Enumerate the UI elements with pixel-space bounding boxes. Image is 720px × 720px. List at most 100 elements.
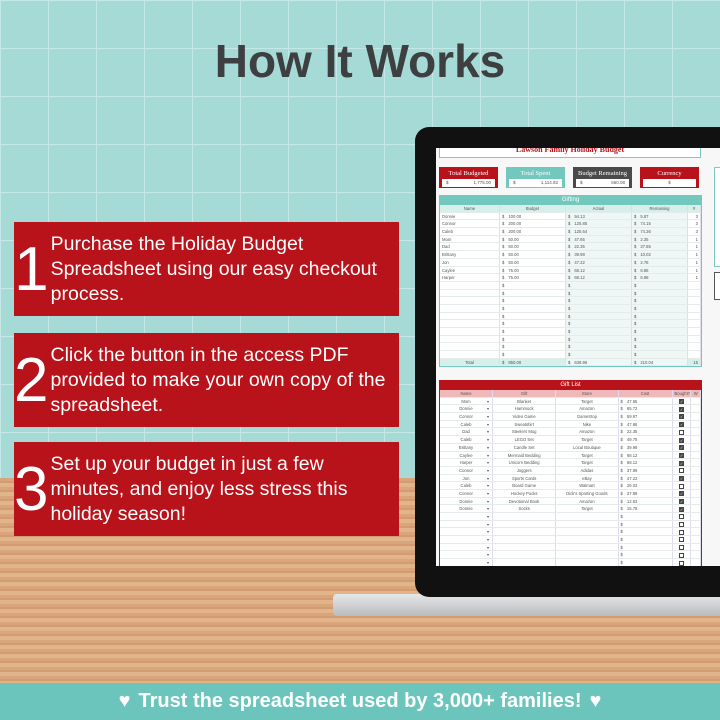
cell: $50.00 <box>500 251 566 258</box>
cell: ▾ <box>440 528 494 536</box>
cell: Sports Cards <box>493 474 557 482</box>
cell-value: Target <box>581 460 593 466</box>
cell-value: Socks <box>518 506 530 512</box>
dropdown-arrow-icon[interactable]: ▾ <box>486 552 490 558</box>
bought-checkbox[interactable] <box>678 483 684 489</box>
column-header: # <box>688 205 701 212</box>
bought-checkbox[interactable] <box>678 529 684 535</box>
cell: $68.12 <box>566 266 632 274</box>
cell-value: Donnie <box>459 406 473 412</box>
table-row: $ $ $ <box>440 343 701 352</box>
cell: 1 <box>688 251 701 258</box>
currency-sign: $ <box>502 236 505 242</box>
bought-checkbox[interactable] <box>678 522 684 528</box>
gift-list-table: Gift List Name Gift Store Cost Bought? W Mom ▾ Bl… <box>439 380 702 566</box>
bought-checkbox[interactable]: ✓ <box>678 422 684 428</box>
dropdown-arrow-icon[interactable]: ▾ <box>486 460 490 466</box>
cell-value: 47.65 <box>574 236 585 242</box>
bought-checkbox[interactable]: ✓ <box>678 460 684 466</box>
bought-checkbox[interactable]: ✓ <box>678 475 684 481</box>
cell: Amazon <box>556 428 619 436</box>
cell: $639.96 <box>566 358 632 366</box>
cell-value: Target <box>581 452 593 458</box>
bought-checkbox[interactable]: ✓ <box>678 437 684 443</box>
bought-checkbox[interactable]: ✓ <box>678 445 684 451</box>
cell: ✓ <box>673 436 692 443</box>
card-amount: $ <box>668 180 671 185</box>
dropdown-arrow-icon[interactable]: ▾ <box>486 398 490 404</box>
bought-checkbox[interactable] <box>678 560 684 566</box>
bought-checkbox[interactable]: ✓ <box>678 499 684 505</box>
cell-value: Caleb <box>442 229 453 235</box>
dropdown-arrow-icon[interactable]: ▾ <box>486 506 490 512</box>
table-row: ▾ $ <box>440 559 701 566</box>
cell: 1 <box>688 243 701 251</box>
cell <box>691 474 701 482</box>
cell: $75.00 <box>500 266 566 274</box>
dropdown-arrow-icon[interactable]: ▾ <box>486 467 490 473</box>
bought-checkbox[interactable] <box>678 514 684 520</box>
bought-checkbox[interactable] <box>678 429 684 435</box>
bought-checkbox[interactable] <box>678 552 684 558</box>
cell-value: 125.85 <box>574 221 588 227</box>
dropdown-arrow-icon[interactable]: ▾ <box>486 544 490 550</box>
dropdown-arrow-icon[interactable]: ▾ <box>486 498 490 504</box>
bought-checkbox[interactable] <box>678 537 684 543</box>
cell-value: Nike <box>582 421 592 427</box>
cell-value: Board Game <box>512 483 537 489</box>
dropdown-arrow-icon[interactable]: ▾ <box>486 483 490 489</box>
cell: $ <box>500 343 566 351</box>
cell: $ <box>632 335 688 343</box>
bought-checkbox[interactable] <box>678 545 684 551</box>
cell-value: Candle Set <box>513 444 535 450</box>
cell-value: 210.04 <box>640 359 654 365</box>
cell-value: 850.00 <box>508 359 522 365</box>
dropdown-arrow-icon[interactable]: ▾ <box>486 406 490 412</box>
dropdown-arrow-icon[interactable]: ▾ <box>486 421 490 427</box>
dropdown-arrow-icon[interactable]: ▾ <box>486 514 490 519</box>
dropdown-arrow-icon[interactable]: ▾ <box>486 490 490 496</box>
dropdown-arrow-icon[interactable]: ▾ <box>486 429 490 435</box>
cell-value: Steelers Mug <box>511 429 537 435</box>
dropdown-arrow-icon[interactable]: ▾ <box>486 529 490 535</box>
table-row: Jon $50.00 $47.22 $2.78 1 <box>440 258 701 267</box>
table-row: Connor ▾ Joggers Adidas $37.89 <box>440 466 701 475</box>
dropdown-arrow-icon[interactable]: ▾ <box>486 452 490 458</box>
table-row: Brittany $50.00 $39.98 $10.02 1 <box>440 251 701 259</box>
cell: Donnie ▾ <box>440 497 494 505</box>
bought-checkbox[interactable]: ✓ <box>678 491 684 497</box>
dropdown-arrow-icon[interactable]: ▾ <box>486 475 490 481</box>
cell: Hockey Pucks <box>493 489 557 497</box>
cell-value: 1 <box>695 252 698 258</box>
dropdown-arrow-icon[interactable]: ▾ <box>486 560 490 566</box>
column-header: Bought? <box>674 390 692 397</box>
cell-value: 50.00 <box>508 244 519 250</box>
dropdown-arrow-icon[interactable]: ▾ <box>486 521 490 527</box>
cell <box>673 482 692 489</box>
bought-checkbox[interactable]: ✓ <box>678 406 684 412</box>
bought-checkbox[interactable]: ✓ <box>678 399 684 405</box>
dropdown-arrow-icon[interactable]: ▾ <box>486 414 490 420</box>
bought-checkbox[interactable] <box>678 468 684 474</box>
dropdown-arrow-icon[interactable]: ▾ <box>486 444 490 450</box>
cell-value: 47.86 <box>626 421 638 427</box>
card-amount: 660.08 <box>611 180 625 185</box>
currency-sign: $ <box>502 244 505 250</box>
cell-value: Jon <box>462 475 470 481</box>
cell: Mom <box>440 235 500 243</box>
bought-checkbox[interactable]: ✓ <box>678 414 684 420</box>
cell-value: Donnie <box>459 506 473 512</box>
bought-checkbox[interactable]: ✓ <box>678 452 684 458</box>
cell <box>556 520 619 528</box>
currency-sign: $ <box>620 429 623 435</box>
cell: Donnie ▾ <box>440 505 494 512</box>
cell-value: 15.78 <box>626 506 638 512</box>
dropdown-arrow-icon[interactable]: ▾ <box>486 437 490 443</box>
table-row: Harper ▾ Unicorn Bedding Target $68.12 ✓ <box>440 459 701 467</box>
laptop-base <box>333 594 720 616</box>
dropdown-arrow-icon[interactable]: ▾ <box>486 537 490 543</box>
bought-checkbox[interactable]: ✓ <box>678 506 684 512</box>
cell-value: 10.02 <box>640 252 651 258</box>
table-row: ▾ $ <box>440 520 701 529</box>
cell: ▾ <box>440 520 494 528</box>
